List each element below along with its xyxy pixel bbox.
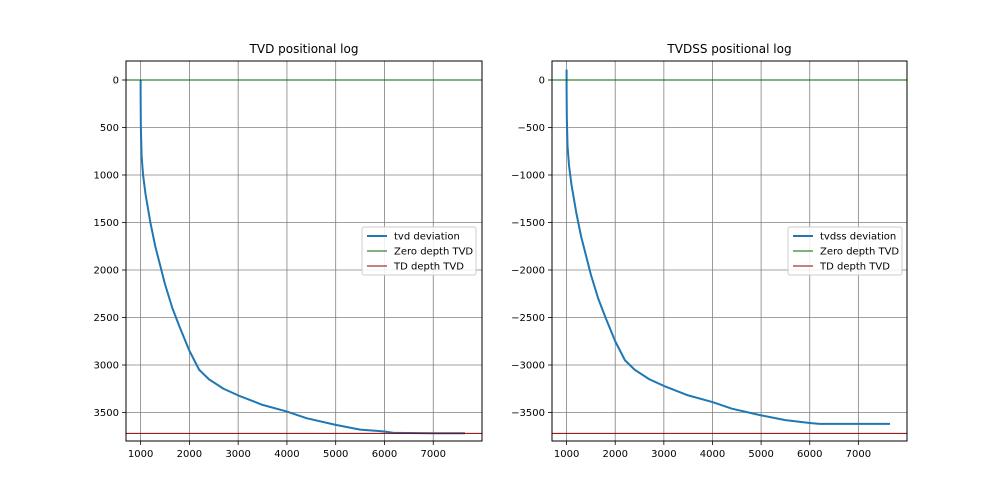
- tvdss-legend-label-td-depth: TD depth TVD: [819, 262, 890, 273]
- tvdss-x-ticks: 1000 2000 3000 4000 5000 6000 7000: [554, 441, 871, 460]
- tvd-x-tick-label: 7000: [421, 449, 446, 460]
- tvd-y-tick-label: 1000: [94, 171, 119, 182]
- tvd-series-group: [126, 79, 482, 435]
- tvd-legend-label-deviation: tvd deviation: [394, 232, 460, 243]
- tvdss-x-tick-label: 1000: [554, 449, 579, 460]
- tvd-deviation-line: [139, 80, 465, 435]
- tvd-x-tick-label: 4000: [274, 449, 299, 460]
- tvd-x-tick-label: 5000: [323, 449, 348, 460]
- tvdss-deviation-line: [565, 69, 890, 425]
- tvd-axes-frame: [125, 60, 483, 442]
- tvdss-legend: tvdss deviation Zero depth TVD TD depth …: [787, 226, 903, 276]
- tvdss-legend-box: [787, 226, 903, 276]
- tvdss-x-tick-label: 2000: [602, 449, 627, 460]
- tvd-plot-title: TVD positional log: [249, 42, 359, 56]
- tvdss-axes-frame: [551, 60, 908, 442]
- tvd-legend-label-td-depth: TD depth TVD: [393, 262, 464, 273]
- tvd-x-tick-label: 6000: [372, 449, 397, 460]
- tvdss-series-group: [552, 69, 907, 434]
- tvdss-plot-panel: TVDSS positional log 1000 2000 3000 4000 500…: [511, 42, 908, 460]
- tvd-y-tick-label: 2000: [94, 266, 119, 277]
- tvd-x-tick-label: 3000: [225, 449, 250, 460]
- tvdss-x-tick-label: 4000: [700, 449, 725, 460]
- tvd-y-tick-label: 3000: [94, 361, 119, 372]
- tvdss-y-ticks: 0 −500 −1000 −1500 −2000 −2500 −3000 −3500: [511, 76, 552, 419]
- tvd-legend: tvd deviation Zero depth TVD TD depth TV…: [361, 226, 477, 276]
- tvd-x-tick-label: 2000: [177, 449, 202, 460]
- tvdss-x-tick-label: 5000: [748, 449, 773, 460]
- tvdss-y-tick-label: −3000: [511, 361, 545, 372]
- tvdss-y-tick-label: −500: [518, 123, 545, 134]
- tvd-y-tick-label: 500: [100, 123, 119, 134]
- tvd-legend-label-zero-depth: Zero depth TVD: [394, 247, 473, 258]
- tvdss-x-tick-label: 3000: [651, 449, 676, 460]
- tvd-y-tick-label: 3500: [94, 408, 119, 419]
- tvd-y-tick-label: 0: [113, 76, 119, 87]
- tvdss-y-tick-label: −2500: [511, 313, 545, 324]
- tvdss-y-tick-label: −2000: [511, 266, 545, 277]
- tvdss-x-tick-label: 6000: [797, 449, 822, 460]
- tvd-y-ticks: 0 500 1000 1500 2000 2500 3000 3500: [94, 76, 126, 419]
- tvdss-y-tick-label: −3500: [511, 408, 545, 419]
- tvd-plot-panel: TVD positional log 1000 2000 3000 4000 5000 6…: [94, 42, 483, 460]
- tvdss-y-tick-label: 0: [539, 76, 545, 87]
- tvdss-x-tick-label: 7000: [846, 449, 871, 460]
- tvd-x-ticks: 1000 2000 3000 4000 5000 6000 7000: [128, 441, 446, 460]
- tvdss-plot-title: TVDSS positional log: [666, 42, 791, 56]
- tvdss-legend-label-deviation: tvdss deviation: [820, 232, 896, 243]
- tvdss-y-tick-label: −1500: [511, 218, 545, 229]
- tvd-y-tick-label: 2500: [94, 313, 119, 324]
- tvdss-y-tick-label: −1000: [511, 171, 545, 182]
- tvd-y-tick-label: 1500: [94, 218, 119, 229]
- tvd-legend-box: [361, 226, 477, 276]
- tvd-x-tick-label: 1000: [128, 449, 153, 460]
- tvdss-legend-label-zero-depth: Zero depth TVD: [820, 247, 899, 258]
